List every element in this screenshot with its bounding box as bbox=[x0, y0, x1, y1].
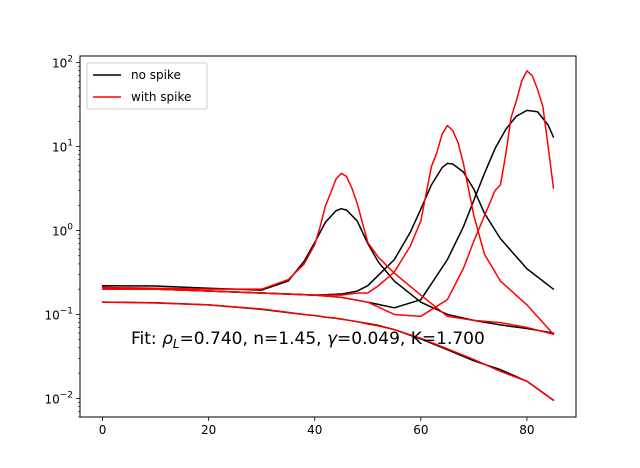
y-tick-label: 101 bbox=[52, 139, 73, 155]
fit-suffix: =0.049, K=1.700 bbox=[337, 329, 485, 349]
y-tick-label: 10−1 bbox=[44, 306, 73, 322]
y-axis: 10−2 10−1 100 101 102 bbox=[44, 55, 80, 418]
x-tick-label: 40 bbox=[307, 423, 322, 437]
series-line-8-with-spike bbox=[101, 70, 555, 318]
series-group bbox=[101, 70, 555, 401]
x-tick-label: 60 bbox=[413, 423, 428, 437]
fit-rho-symbol: ρ bbox=[162, 329, 173, 349]
x-tick-label: 0 bbox=[99, 423, 107, 437]
x-tick-label: 80 bbox=[519, 423, 534, 437]
y-tick-label: 100 bbox=[52, 223, 73, 239]
x-tick-label: 20 bbox=[201, 423, 216, 437]
series-line-6-with-spike bbox=[101, 172, 555, 336]
fit-prefix: Fit: bbox=[131, 329, 162, 349]
fit-rho-subscript: L bbox=[173, 337, 180, 351]
x-axis: 0 20 40 60 80 bbox=[99, 417, 535, 437]
series-line-5-with-spike bbox=[101, 301, 555, 401]
legend: no spike with spike bbox=[86, 62, 208, 110]
y-tick-label: 102 bbox=[52, 55, 73, 71]
legend-label-no-spike: no spike bbox=[131, 68, 181, 82]
fit-annotation: Fit: ρL=0.740, n=1.45, γ=0.049, K=1.700 bbox=[131, 329, 485, 351]
legend-label-with-spike: with spike bbox=[131, 90, 191, 104]
fit-rho-value: =0.740, n=1.45, bbox=[180, 329, 327, 349]
y-tick-label: 10−2 bbox=[44, 390, 73, 406]
plot-frame bbox=[79, 55, 577, 418]
fit-gamma-symbol: γ bbox=[327, 329, 338, 349]
